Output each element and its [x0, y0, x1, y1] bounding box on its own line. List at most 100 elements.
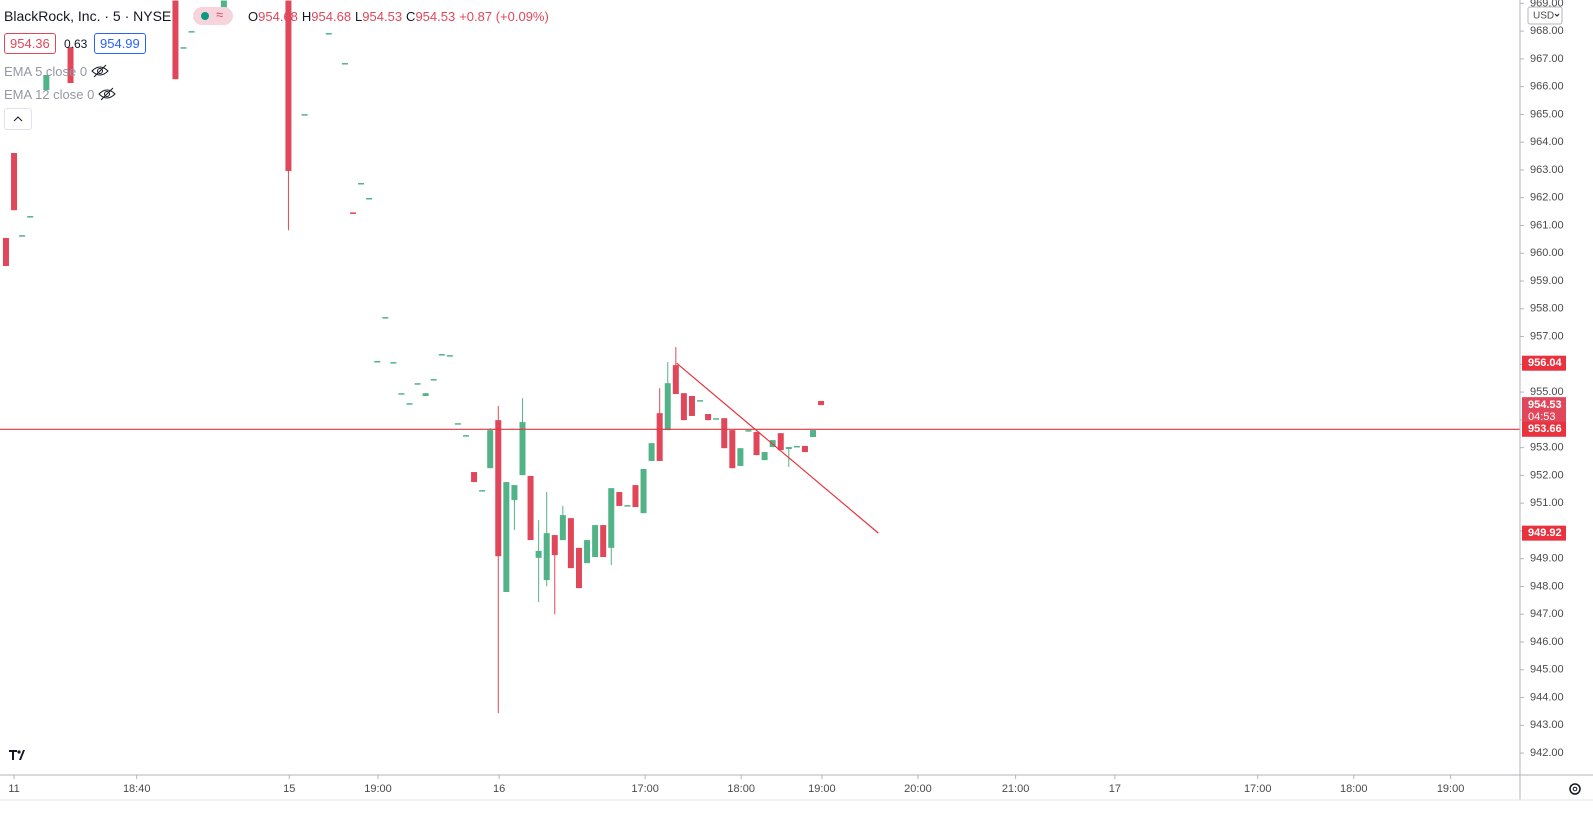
status-badges[interactable]: ≈	[193, 7, 233, 25]
ask-price[interactable]: 954.99	[94, 33, 146, 54]
candle-body	[810, 430, 817, 438]
ohlc-item: O954.68	[248, 9, 302, 24]
ohlc-value: 954.68	[311, 9, 352, 24]
candle-body	[511, 485, 518, 501]
candle-body	[414, 383, 421, 385]
candle-body	[220, 0, 227, 9]
y-tick-label: 953.00	[1530, 442, 1564, 454]
tv-logo	[6, 744, 32, 764]
y-tick-label: 957.00	[1530, 330, 1564, 342]
candle-body	[672, 365, 679, 395]
y-tick-label: 955.00	[1530, 386, 1564, 398]
candle-body	[559, 515, 566, 541]
candle-body	[519, 422, 526, 476]
candle-body	[430, 379, 437, 381]
candle-body	[358, 182, 365, 185]
x-tick-label: 21:00	[1002, 783, 1030, 795]
candle-body	[188, 31, 195, 33]
candle-body	[584, 540, 591, 564]
y-tick-label: 948.00	[1530, 580, 1564, 592]
y-tick-label: 958.00	[1530, 303, 1564, 315]
trend-line	[676, 362, 879, 534]
candle-body	[616, 492, 623, 506]
candle-body	[11, 153, 18, 211]
ohlc-change: +0.87 (+0.09%)	[459, 9, 549, 24]
ohlc-item: L954.53	[355, 9, 406, 24]
candle-body	[454, 423, 461, 425]
y-tick-label: 968.00	[1530, 25, 1564, 37]
last-price-tag-countdown: 04:53	[1528, 411, 1556, 423]
candle-body	[19, 235, 26, 237]
y-tick-label: 943.00	[1530, 719, 1564, 731]
y-tick-label: 947.00	[1530, 608, 1564, 620]
candle-body	[713, 418, 720, 420]
currency-select[interactable]: USD	[1527, 6, 1563, 25]
y-tick-label: 949.00	[1530, 553, 1564, 565]
candle-body	[648, 443, 655, 461]
y-tick-label: 960.00	[1530, 247, 1564, 259]
candle-body	[301, 114, 308, 116]
candle-body	[567, 518, 574, 569]
hidden-eye-icon[interactable]	[90, 63, 110, 79]
candle-body	[341, 63, 348, 65]
y-tick-label: 961.00	[1530, 219, 1564, 231]
bid-price[interactable]: 954.36	[4, 33, 56, 54]
y-tick-label: 964.00	[1530, 136, 1564, 148]
candle-body	[761, 452, 768, 461]
collapse-button[interactable]	[4, 108, 32, 130]
ohlc-key: O	[248, 9, 259, 24]
x-tick-label: 18:00	[727, 783, 755, 795]
y-tick-label: 967.00	[1530, 53, 1564, 65]
hidden-eye-icon[interactable]	[97, 86, 117, 102]
candle-body	[325, 33, 332, 35]
candle-body	[592, 525, 599, 558]
candle-body	[818, 400, 825, 406]
candle-body	[43, 74, 50, 90]
symbol-title[interactable]: BlackRock, Inc. · 5 · NYSE	[4, 8, 172, 24]
x-tick-label: 18:40	[123, 783, 151, 795]
candle-body	[721, 418, 728, 449]
ohlc-key: C	[406, 9, 416, 24]
candle-body	[422, 393, 429, 396]
candle-body	[656, 413, 663, 461]
candle-body	[285, 0, 292, 172]
candle-body	[640, 468, 647, 514]
candle-body	[535, 550, 542, 558]
y-tick-label: 951.00	[1530, 497, 1564, 509]
candle-body	[632, 485, 639, 508]
y-tick-label: 965.00	[1530, 108, 1564, 120]
candle-body	[487, 430, 494, 469]
y-tick-label: 966.00	[1530, 81, 1564, 93]
candle-body	[67, 47, 74, 84]
candle-body	[793, 445, 800, 448]
candle-body	[705, 414, 712, 421]
candle-body	[777, 433, 784, 451]
ohlc-value: 954.68	[258, 9, 298, 24]
candle-body	[737, 448, 744, 466]
settings-gear[interactable]	[1569, 783, 1581, 795]
indicator-label: EMA 12 close 0	[4, 87, 95, 102]
candle-body	[600, 525, 607, 558]
ohlc-values: O954.68 H954.68 L954.53 C954.53 +0.87 (+0.09…	[248, 9, 549, 24]
last-price-tag-bg	[1522, 397, 1566, 426]
candle-body	[664, 383, 671, 431]
candle-body	[495, 420, 502, 557]
candle-body	[697, 400, 704, 402]
price-line-tag: 953.66	[1528, 423, 1562, 435]
candle-body	[680, 393, 687, 421]
candle-body	[382, 317, 389, 319]
x-tick-label: 11	[8, 783, 19, 795]
y-tick-label: 945.00	[1530, 664, 1564, 676]
candle-body	[2, 237, 9, 267]
ohlc-key: L	[355, 9, 363, 24]
ohlc-item: H954.68	[302, 9, 355, 24]
candle-body	[543, 533, 550, 581]
candle-body	[503, 482, 510, 593]
candle-body	[527, 475, 534, 541]
plot-area	[0, 0, 1520, 714]
candle-body	[462, 435, 469, 437]
x-tick-label: 17:00	[1244, 783, 1272, 795]
y-tick-label: 959.00	[1530, 275, 1564, 287]
